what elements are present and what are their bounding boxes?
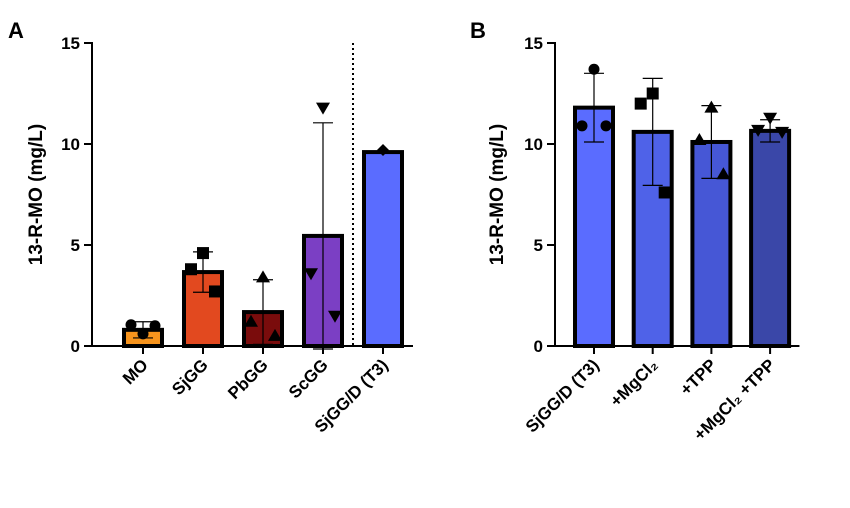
data-point — [268, 328, 282, 341]
data-point — [244, 314, 258, 327]
data-point — [658, 186, 671, 199]
data-point — [125, 319, 137, 331]
x-tick-label: PbGG — [224, 355, 271, 402]
x-tick-label: +TPP — [676, 355, 720, 399]
data-point — [209, 285, 221, 298]
y-tick-label: 10 — [524, 135, 543, 154]
data-point — [328, 310, 342, 323]
panel-label: B — [470, 18, 486, 43]
data-point — [763, 112, 778, 125]
x-tick-label: MO — [119, 355, 152, 388]
data-point — [316, 102, 330, 115]
data-point — [751, 124, 766, 137]
y-tick-label: 10 — [61, 135, 80, 154]
bar — [749, 128, 792, 348]
data-point — [775, 126, 790, 139]
data-point — [137, 328, 149, 340]
data-point — [704, 100, 719, 113]
y-tick-label: 0 — [534, 337, 543, 356]
y-tick-label: 0 — [71, 337, 80, 356]
data-point — [256, 270, 270, 283]
data-point — [576, 120, 588, 132]
data-point — [692, 132, 707, 145]
y-tick-label: 5 — [71, 236, 80, 255]
data-point — [377, 144, 389, 157]
data-point — [600, 120, 612, 132]
bar — [362, 150, 404, 348]
y-axis-label: 13-R-MO (mg/L) — [26, 124, 47, 265]
data-point — [634, 97, 647, 110]
data-point — [197, 247, 209, 260]
y-tick-label: 15 — [61, 34, 80, 53]
data-point — [716, 167, 731, 180]
data-point — [149, 320, 161, 332]
panel-label: A — [8, 18, 24, 43]
data-point — [304, 268, 318, 281]
x-tick-label: ScGG — [285, 355, 332, 402]
y-tick-label: 15 — [524, 34, 543, 53]
y-tick-label: 5 — [534, 236, 543, 255]
x-tick-label: SjGG — [168, 355, 211, 398]
data-point — [646, 87, 659, 100]
x-tick-label: SjGG/D (T3) — [522, 355, 603, 436]
x-tick-label: +MgCl₂ — [606, 355, 661, 410]
data-point — [588, 63, 600, 75]
data-point — [185, 263, 197, 276]
bar — [573, 105, 615, 348]
y-axis-label: 13-R-MO (mg/L) — [487, 124, 508, 265]
